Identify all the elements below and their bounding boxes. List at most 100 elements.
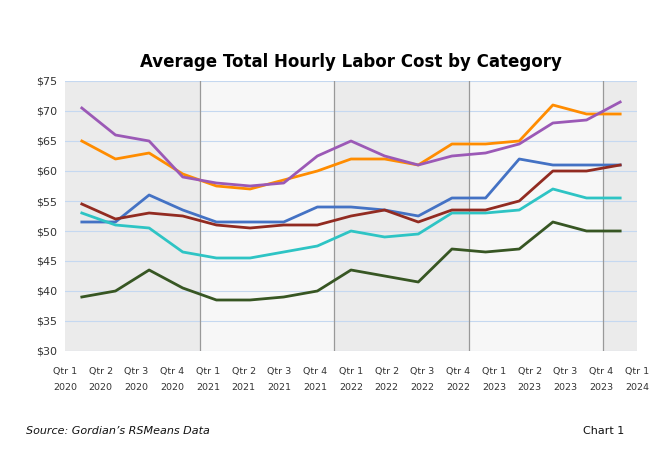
Text: Qtr 4: Qtr 4	[446, 367, 471, 376]
Structural	[515, 141, 523, 147]
Structural	[415, 162, 422, 168]
Equipment	[78, 219, 86, 225]
Text: 2022: 2022	[375, 383, 398, 392]
Masonry	[549, 168, 557, 174]
Equipment	[482, 195, 489, 201]
Helper	[415, 279, 422, 285]
Structural	[582, 117, 590, 123]
Helper	[78, 294, 86, 300]
Masonry	[78, 201, 86, 207]
Helper	[347, 267, 355, 273]
Mechanical	[347, 156, 355, 162]
Text: Qtr 4: Qtr 4	[589, 367, 614, 376]
Structural	[78, 105, 86, 111]
Line: Equipment: Equipment	[82, 159, 620, 222]
Finishing	[347, 228, 355, 234]
Equipment	[616, 162, 624, 168]
Text: 2020: 2020	[53, 383, 77, 392]
Text: 2022: 2022	[411, 383, 434, 392]
Helper	[482, 249, 489, 255]
Structural	[179, 174, 187, 180]
Helper	[448, 246, 456, 252]
Equipment	[313, 204, 321, 210]
Masonry	[213, 222, 220, 228]
Finishing	[145, 225, 153, 231]
Masonry	[381, 207, 389, 213]
Structural	[616, 99, 624, 105]
Structural	[448, 153, 456, 159]
Text: Qtr 3: Qtr 3	[124, 367, 149, 376]
Equipment	[347, 204, 355, 210]
Text: Qtr 1: Qtr 1	[339, 367, 363, 376]
Helper	[381, 273, 389, 279]
Equipment	[112, 219, 120, 225]
Finishing	[616, 195, 624, 201]
Bar	[200, 81, 334, 351]
Text: 2020: 2020	[161, 383, 184, 392]
Finishing	[78, 210, 86, 216]
Mechanical	[415, 162, 422, 168]
Text: Qtr 1: Qtr 1	[53, 367, 77, 376]
Text: Chart 1: Chart 1	[583, 427, 624, 436]
Mechanical	[616, 111, 624, 117]
Line: Finishing: Finishing	[82, 189, 620, 258]
Finishing	[448, 210, 456, 216]
Text: Qtr 2: Qtr 2	[231, 367, 256, 376]
Finishing	[482, 210, 489, 216]
Text: Qtr 3: Qtr 3	[267, 367, 292, 376]
Mechanical	[549, 102, 557, 108]
Finishing	[179, 249, 187, 255]
Text: 2021: 2021	[232, 383, 255, 392]
Text: 2022: 2022	[339, 383, 363, 392]
Title: Average Total Hourly Labor Cost by Category: Average Total Hourly Labor Cost by Categ…	[140, 53, 562, 71]
Masonry	[313, 222, 321, 228]
Masonry	[616, 162, 624, 168]
Text: 2023: 2023	[589, 383, 614, 392]
Text: Qtr 4: Qtr 4	[160, 367, 185, 376]
Text: 2020: 2020	[89, 383, 112, 392]
Finishing	[213, 255, 220, 261]
Helper	[515, 246, 523, 252]
Structural	[381, 153, 389, 159]
Bar	[603, 81, 637, 351]
Equipment	[515, 156, 523, 162]
Helper	[582, 228, 590, 234]
Text: 2021: 2021	[196, 383, 220, 392]
Finishing	[549, 186, 557, 192]
Text: Qtr 2: Qtr 2	[88, 367, 113, 376]
Equipment	[582, 162, 590, 168]
Equipment	[145, 192, 153, 198]
Text: 2021: 2021	[304, 383, 327, 392]
Mechanical	[582, 111, 590, 117]
Equipment	[549, 162, 557, 168]
Finishing	[246, 255, 254, 261]
Helper	[213, 297, 220, 303]
Equipment	[280, 219, 287, 225]
Equipment	[415, 213, 422, 219]
Text: Qtr 4: Qtr 4	[303, 367, 328, 376]
Helper	[280, 294, 287, 300]
Finishing	[415, 231, 422, 237]
Mechanical	[145, 150, 153, 156]
Mechanical	[280, 177, 287, 183]
Equipment	[381, 207, 389, 213]
Mechanical	[381, 156, 389, 162]
Text: 2021: 2021	[268, 383, 291, 392]
Bar	[65, 81, 200, 351]
Helper	[313, 288, 321, 294]
Line: Structural: Structural	[82, 102, 620, 186]
Equipment	[246, 219, 254, 225]
Mechanical	[448, 141, 456, 147]
Equipment	[213, 219, 220, 225]
Structural	[482, 150, 489, 156]
Text: Qtr 3: Qtr 3	[553, 367, 578, 376]
Masonry	[482, 207, 489, 213]
Equipment	[448, 195, 456, 201]
Finishing	[515, 207, 523, 213]
Mechanical	[313, 168, 321, 174]
Structural	[280, 180, 287, 186]
Line: Mechanical: Mechanical	[82, 105, 620, 189]
Text: 2022: 2022	[447, 383, 470, 392]
Helper	[179, 285, 187, 291]
Structural	[112, 132, 120, 138]
